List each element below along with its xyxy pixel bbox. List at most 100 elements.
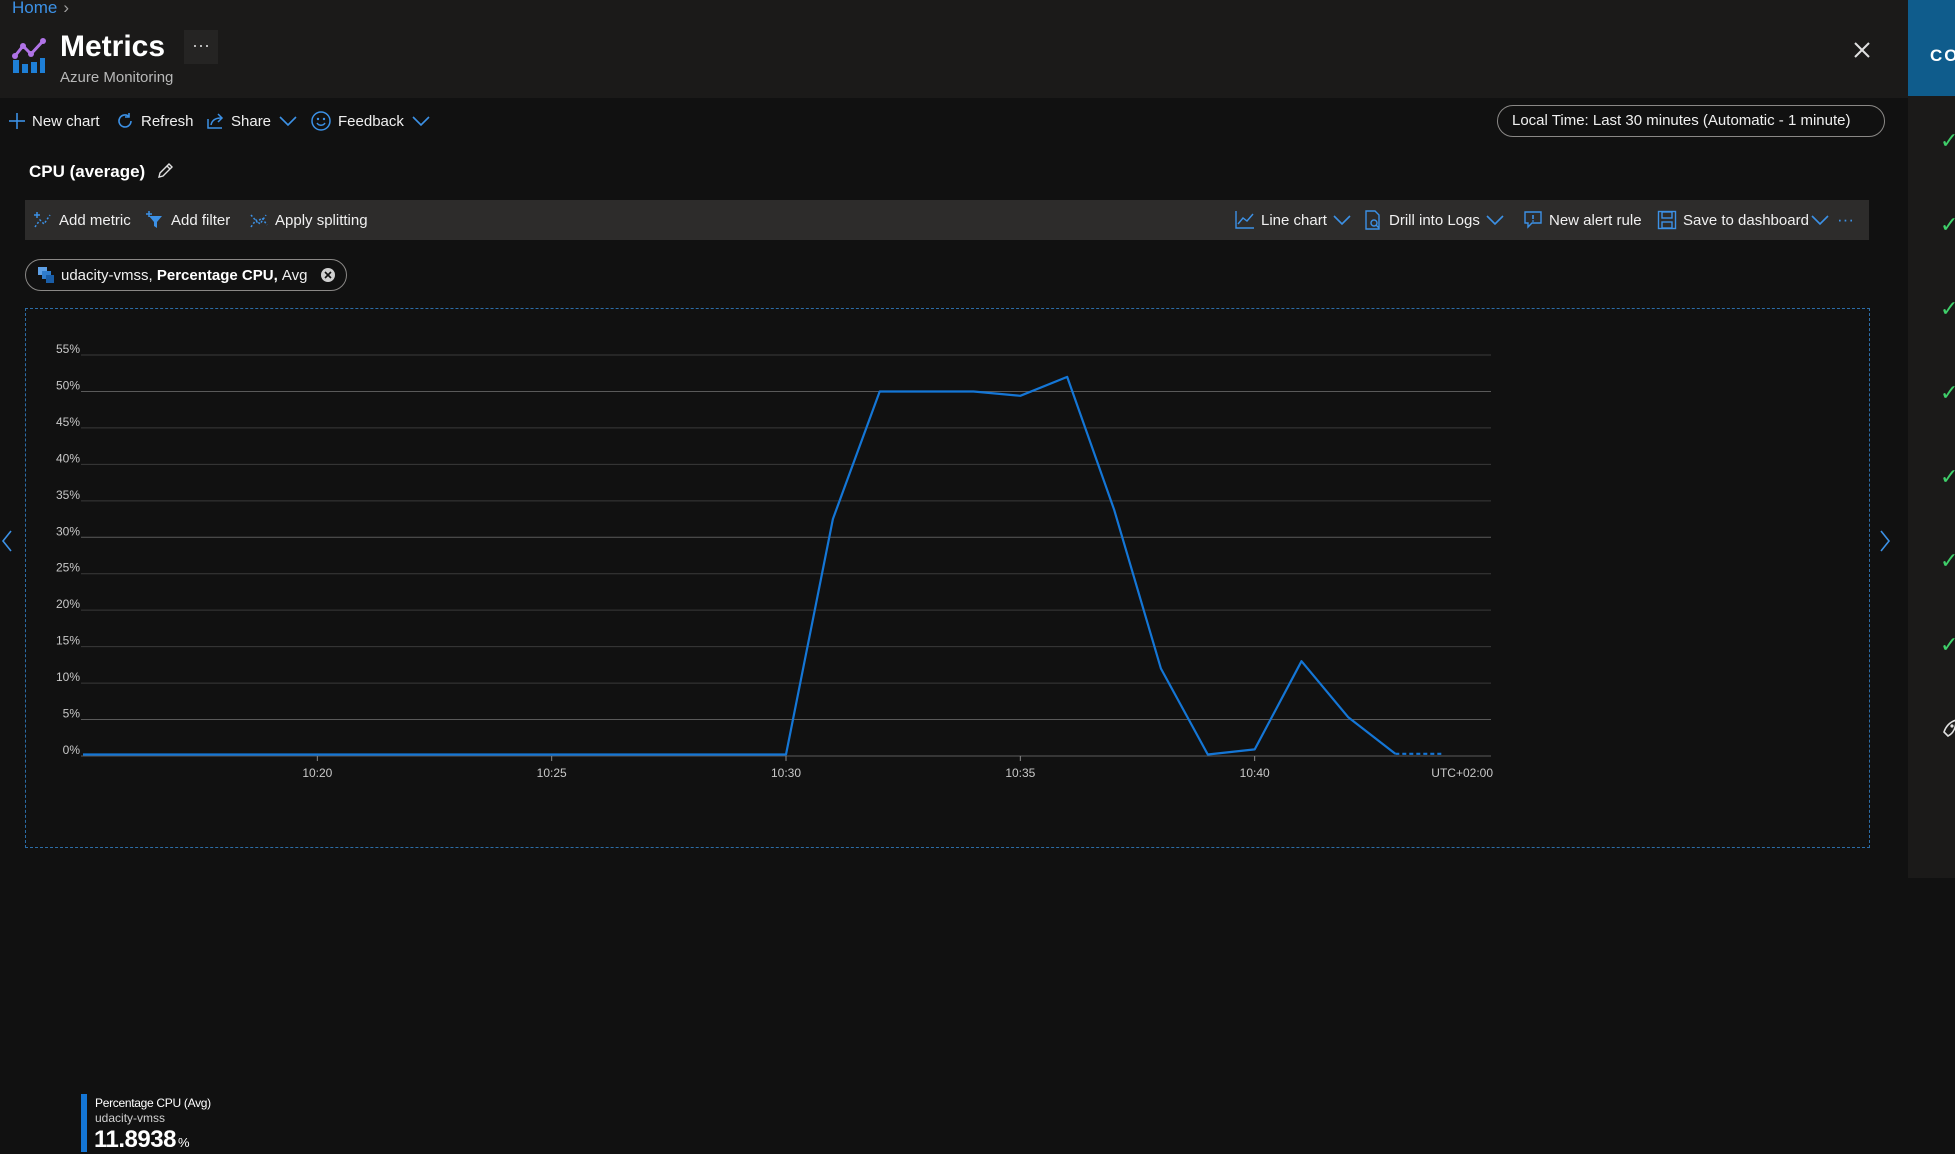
apply-splitting-button[interactable]: Apply splitting — [249, 200, 368, 240]
rocket-icon — [1942, 716, 1955, 747]
check-icon: ✓ — [1940, 296, 1955, 321]
chevron-right-icon — [1880, 530, 1891, 552]
check-icon: ✓ — [1940, 548, 1955, 573]
chevron-down-icon — [1811, 215, 1829, 226]
blade-header — [0, 0, 1908, 98]
close-button[interactable] — [1848, 36, 1876, 64]
add-metric-button[interactable]: Add metric — [33, 200, 131, 240]
plus-icon — [9, 113, 25, 129]
legend-value: 11.8938% — [94, 1126, 190, 1154]
save-icon — [1657, 210, 1677, 230]
right-panel-header: CO — [1908, 0, 1955, 96]
save-to-dashboard-dropdown[interactable]: Save to dashboard — [1657, 200, 1837, 240]
check-icon: ✓ — [1940, 464, 1955, 489]
y-tick-label: 30% — [56, 524, 80, 538]
line-chart-label: Line chart — [1261, 211, 1327, 229]
splitting-icon — [250, 214, 268, 228]
y-tick-label: 15% — [56, 634, 80, 648]
chevron-down-icon — [1333, 215, 1351, 226]
drill-into-logs-dropdown[interactable]: Drill into Logs — [1363, 200, 1512, 240]
series-line — [83, 375, 1396, 756]
chart-title: CPU (average) — [29, 160, 176, 182]
chart-prev-button[interactable] — [0, 528, 14, 559]
vmss-icon — [38, 267, 54, 283]
logs-icon — [1365, 210, 1380, 230]
metrics-logo-icon — [12, 38, 46, 79]
page-title: Metrics — [60, 30, 166, 63]
new-chart-button[interactable]: New chart — [8, 103, 100, 139]
chart-toolbar: Add metric Add filter Apply splitting Li… — [25, 200, 1869, 240]
edit-pencil-icon[interactable] — [156, 160, 176, 180]
timezone-label: UTC+02:00 — [1431, 766, 1493, 780]
feedback-button[interactable]: Feedback — [310, 103, 438, 139]
new-alert-rule-label: New alert rule — [1549, 211, 1642, 229]
new-alert-rule-button[interactable]: New alert rule — [1523, 200, 1642, 240]
x-tick-label: 10:25 — [537, 766, 567, 780]
add-filter-button[interactable]: Add filter — [145, 200, 230, 240]
close-icon — [1854, 42, 1870, 58]
chevron-down-icon — [1486, 215, 1504, 226]
y-tick-label: 5% — [63, 707, 81, 721]
metric-pill-metric: Percentage CPU, — [156, 266, 278, 284]
legend-value-unit: % — [177, 1135, 190, 1150]
y-tick-label: 35% — [56, 488, 80, 502]
y-tick-label: 50% — [56, 378, 80, 392]
share-icon — [207, 113, 224, 129]
legend-series-name: Percentage CPU (Avg) — [95, 1096, 211, 1110]
refresh-label: Refresh — [141, 112, 194, 130]
breadcrumb-home-link[interactable]: Home — [12, 0, 58, 17]
chart-area: 0% 5% 10% 15% 20% 25% 30% 35% 40% 45% 50% 55% 10:20 1… — [25, 308, 1870, 1153]
y-tick-label: 25% — [56, 561, 80, 575]
metric-pill-resource: udacity-vmss, — [61, 266, 153, 284]
chart-next-button[interactable] — [1878, 528, 1892, 559]
filter-icon — [146, 211, 162, 228]
add-filter-label: Add filter — [171, 211, 231, 229]
y-tick-label: 10% — [56, 670, 80, 684]
chevron-down-icon — [412, 116, 430, 127]
smiley-icon — [311, 111, 331, 131]
share-label: Share — [231, 112, 272, 130]
add-metric-label: Add metric — [59, 211, 131, 229]
share-button[interactable]: Share — [205, 103, 305, 139]
add-metric-icon — [34, 212, 51, 228]
chart-title-text: CPU (average) — [29, 162, 146, 181]
save-to-dashboard-label: Save to dashboard — [1683, 211, 1809, 229]
time-range-picker[interactable]: Local Time: Last 30 minutes (Automatic -… — [1497, 105, 1885, 137]
check-icon: ✓ — [1940, 632, 1955, 657]
page-subtitle: Azure Monitoring — [60, 69, 174, 86]
chevron-down-icon — [279, 116, 297, 127]
refresh-button[interactable]: Refresh — [115, 103, 194, 139]
x-tick-label: 10:30 — [771, 766, 801, 780]
breadcrumb: Home › — [12, 0, 69, 18]
y-tick-label: 55% — [56, 342, 80, 356]
apply-splitting-label: Apply splitting — [275, 211, 368, 229]
legend-value-number: 11.8938 — [94, 1126, 176, 1153]
feedback-label: Feedback — [338, 112, 404, 130]
alert-icon — [1524, 211, 1542, 229]
remove-circle-icon[interactable] — [320, 267, 336, 283]
toolbar-more-button[interactable]: ··· — [1837, 210, 1854, 229]
check-icon: ✓ — [1940, 212, 1955, 237]
x-tick-label: 10:40 — [1240, 766, 1270, 780]
drill-into-logs-label: Drill into Logs — [1389, 211, 1480, 229]
command-bar: New chart Refresh Share Feedback — [0, 103, 1908, 139]
right-side-panel: CO ✓ ✓ ✓ ✓ ✓ ✓ ✓ — [1908, 0, 1955, 878]
check-icon: ✓ — [1940, 128, 1955, 153]
refresh-icon — [118, 113, 132, 128]
legend-color-bar — [81, 1094, 87, 1152]
x-tick-label: 10:35 — [1005, 766, 1035, 780]
chart-type-dropdown[interactable]: Line chart — [1235, 200, 1359, 240]
legend-resource: udacity-vmss — [95, 1111, 166, 1125]
more-options-button[interactable]: ··· — [184, 30, 218, 64]
metric-pill-aggregation: Avg — [281, 266, 308, 284]
y-tick-label: 20% — [56, 597, 80, 611]
y-tick-label: 45% — [56, 415, 80, 429]
y-tick-label: 40% — [56, 451, 80, 465]
check-icon: ✓ — [1940, 380, 1955, 405]
line-chart-icon — [1235, 211, 1254, 229]
new-chart-label: New chart — [32, 112, 100, 130]
line-chart: 0% 5% 10% 15% 20% 25% 30% 35% 40% 45% 50% 55% 10:20 1… — [56, 342, 1493, 780]
chevron-left-icon — [1, 530, 12, 552]
chevron-right-icon: › — [63, 0, 70, 17]
metric-pill[interactable]: udacity-vmss, Percentage CPU, Avg — [25, 259, 347, 291]
